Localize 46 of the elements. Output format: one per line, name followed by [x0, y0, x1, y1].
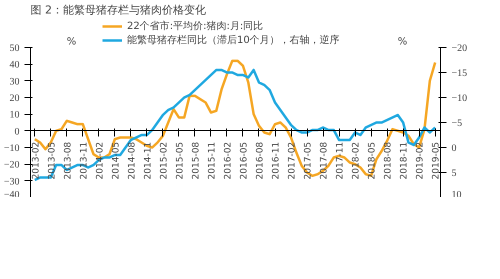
y-axis-title: %: [66, 36, 76, 48]
x-tick-label: 2016-08: [255, 142, 266, 180]
x-tick-label: 2018-08: [384, 142, 394, 180]
x-tick-label: 2013-11: [79, 142, 90, 180]
x-tick-label: 2014-08: [127, 142, 138, 180]
chart-title: 图 2：能繁母猪存栏与猪肉价格变化: [30, 4, 206, 16]
y2-tick-label: −10: [452, 93, 468, 104]
y-tick-label: 0: [14, 126, 20, 138]
x-tick-label: 2015-02: [159, 142, 170, 180]
y2-tick-label: 0: [452, 143, 456, 154]
x-tick-label: 2017-05: [304, 142, 314, 180]
y2-tick-label: −20: [452, 43, 468, 54]
x-tick-label: 2015-05: [175, 142, 186, 180]
x-tick-label: 2017-08: [320, 142, 330, 180]
y-tick-label: −10: [4, 143, 20, 154]
x-tick-label: 2015-08: [191, 142, 202, 180]
y-tick-label: −20: [4, 160, 20, 171]
x-tick-label: 2014-11: [143, 142, 154, 180]
x-tick-label: 2015-11: [207, 142, 218, 180]
x-tick-label: 2016-11: [272, 142, 282, 180]
x-tick-label: 2016-02: [223, 142, 234, 180]
x-tick-label: 2013-02: [31, 142, 42, 180]
x-tick-label: 2014-02: [95, 142, 106, 180]
y-tick-label: 20: [10, 93, 20, 104]
y2-tick-label: −15: [452, 68, 468, 79]
x-tick-label: 2019-02: [416, 142, 426, 180]
x-tick-label: 2017-11: [336, 142, 346, 180]
x-tick-label: 2014-05: [111, 142, 122, 180]
y-tick-label: 40: [10, 60, 20, 71]
legend-label: 能繁母猪存栏同比（滞后10个月），右轴，逆序: [127, 34, 340, 47]
x-tick-label: 2017-02: [288, 142, 298, 180]
y2-axis-title: %: [398, 36, 408, 48]
x-tick-label: 2013-08: [63, 142, 74, 180]
y-tick-label: 10: [10, 110, 20, 121]
x-tick-label: 2016-05: [239, 142, 250, 180]
y-tick-label: 30: [10, 76, 20, 88]
y-tick-label: 50: [10, 43, 20, 54]
y-tick-label: −30: [4, 176, 20, 188]
x-tick-label: 2018-02: [352, 142, 362, 180]
x-tick-label: 2019-05: [432, 142, 442, 180]
x-tick-label: 2018-05: [368, 142, 378, 180]
legend-label: 22个省市:平均价:猪肉:月:同比: [127, 20, 264, 33]
y2-tick-label: −5: [452, 118, 462, 129]
x-tick-label: 2013-05: [47, 142, 58, 180]
y2-tick-label: 5: [452, 168, 456, 179]
x-tick-label: 2018-11: [400, 142, 410, 180]
